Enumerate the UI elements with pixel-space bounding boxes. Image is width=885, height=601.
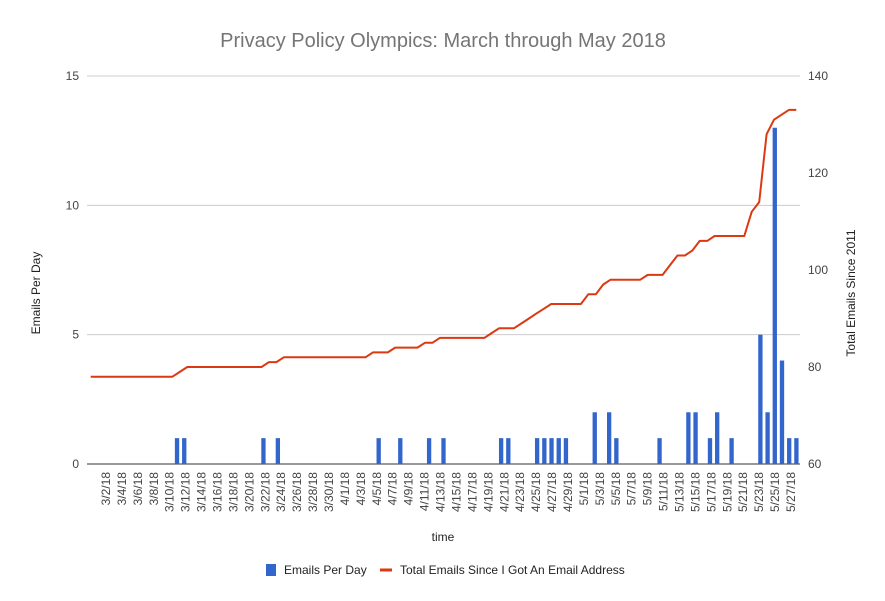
y-left-tick-label: 0 [72,457,79,471]
bar [441,438,446,464]
x-tick-label: 4/23/18 [513,472,527,512]
x-tick-label: 4/19/18 [481,472,495,512]
x-tick-label: 5/15/18 [688,472,702,512]
legend-line-label: Total Emails Since I Got An Email Addres… [400,563,625,577]
bar [275,438,281,464]
bar [794,438,799,464]
x-tick-label: 3/8/18 [147,472,161,506]
x-tick-label: 3/24/18 [274,472,288,512]
line-series [90,108,797,378]
x-tick-label: 4/9/18 [402,472,416,506]
bar [498,438,504,464]
y-right-tick-label: 140 [808,69,828,83]
bar [182,438,187,464]
x-tick-label: 5/11/18 [657,472,671,511]
x-tick-label: 4/25/18 [529,472,543,512]
x-tick-label: 5/21/18 [736,472,750,512]
x-tick-label: 4/11/18 [418,472,432,511]
x-tick-label: 3/22/18 [258,472,272,512]
legend-bar-label: Emails Per Day [284,563,367,577]
bar [779,360,785,464]
x-tick-label: 4/27/18 [545,472,559,512]
bar [398,438,403,464]
y-axis-left-title: Emails Per Day [29,252,43,335]
x-tick-label: 4/13/18 [434,472,448,512]
bar [506,438,511,464]
x-tick-label: 4/7/18 [386,472,400,506]
x-tick-label: 5/17/18 [704,472,718,512]
y-right-tick-label: 100 [808,263,828,277]
bar [657,438,662,464]
x-tick-label: 5/19/18 [720,472,734,512]
bar [686,412,691,464]
x-tick-label: 4/21/18 [497,472,511,512]
x-tick-label: 3/12/18 [179,472,193,512]
x-tick-label: 5/1/18 [577,472,591,506]
x-tick-label: 3/28/18 [306,472,320,512]
bar [534,438,540,464]
x-axis-ticks: 3/2/18 3/4/18 3/6/18 3/8/18 3/10/18 3/12/18 3/… [99,472,798,512]
x-tick-label: 4/29/18 [561,472,575,512]
y-left-tick-label: 5 [72,328,79,342]
bar [261,438,266,464]
bar [772,127,777,464]
bar [563,438,569,464]
y-right-tick-label: 120 [808,166,828,180]
bar [693,412,698,464]
bar [614,438,619,464]
x-tick-label: 5/23/18 [752,472,766,512]
x-tick-label: 3/16/18 [211,472,225,512]
chart-title: Privacy Policy Olympics: March through M… [220,30,666,52]
legend: Emails Per Day Total Emails Since I Got … [266,563,625,577]
total-emails-line [90,108,797,378]
x-tick-label: 5/25/18 [768,472,782,512]
bar [758,334,763,464]
x-tick-label: 3/20/18 [242,472,256,512]
x-tick-label: 4/3/18 [354,472,368,506]
x-tick-label: 5/9/18 [641,472,655,506]
y-axis-right-title: Total Emails Since 2011 [844,229,858,357]
x-tick-label: 4/15/18 [449,472,463,512]
y-left-tick-label: 15 [66,69,80,83]
x-tick-label: 5/5/18 [609,472,623,506]
x-tick-label: 5/13/18 [672,472,686,512]
legend-bar-swatch [266,564,276,576]
bar-series [174,127,799,464]
left-axis-ticks: 0 5 10 15 [66,69,80,471]
x-tick-label: 3/26/18 [290,472,304,512]
bar [606,412,612,464]
x-tick-label: 3/10/18 [163,472,177,512]
x-tick-label: 3/30/18 [322,472,336,512]
bar [765,412,770,464]
bar [549,438,554,464]
bar [707,438,713,464]
x-tick-label: 4/5/18 [370,472,384,506]
y-right-tick-label: 80 [808,360,822,374]
x-tick-label: 3/18/18 [226,472,240,512]
x-tick-label: 5/27/18 [784,472,798,512]
x-tick-label: 4/17/18 [465,472,479,512]
y-right-tick-label: 60 [808,457,822,471]
bar [174,438,180,464]
gridlines [87,75,800,465]
bar [592,412,597,464]
bar [542,438,547,464]
x-tick-label: 3/2/18 [99,472,113,506]
x-tick-label: 3/6/18 [131,472,145,506]
bar [556,438,561,464]
x-tick-label: 5/3/18 [593,472,607,506]
bar [729,438,734,464]
x-axis-title: time [432,530,455,544]
bar [426,438,432,464]
x-tick-label: 3/14/18 [195,472,209,512]
bar [715,412,720,464]
x-tick-label: 4/1/18 [338,472,352,506]
bar [376,438,381,464]
y-left-tick-label: 10 [66,198,80,212]
right-axis-ticks: 60 80 100 120 140 [808,69,828,471]
x-tick-label: 5/7/18 [625,472,639,506]
x-tick-label: 3/4/18 [115,472,129,506]
bar [787,438,792,464]
